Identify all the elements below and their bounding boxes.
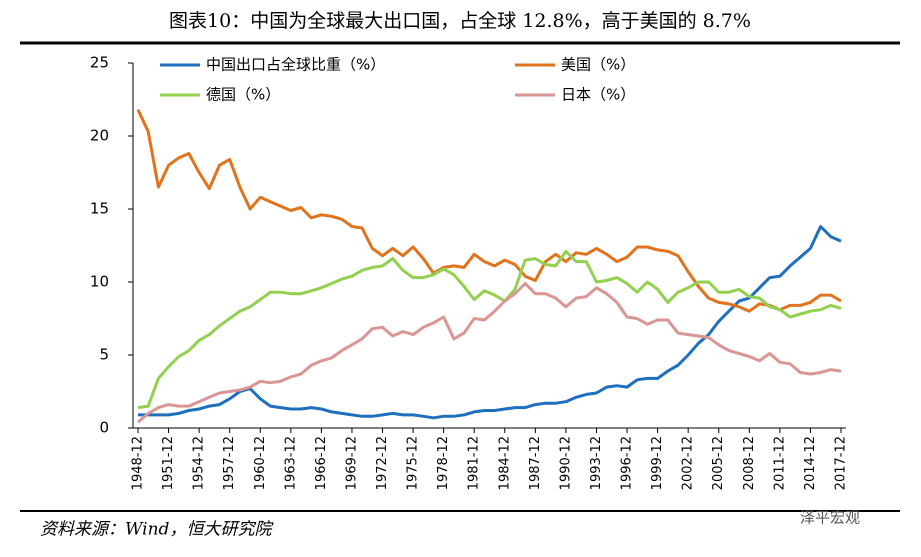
x-tick-label: 1951-12 — [161, 436, 176, 490]
x-tick-label: 1984-12 — [497, 436, 512, 490]
x-tick-label: 1975-12 — [406, 436, 421, 490]
legend-label: 日本（%） — [561, 86, 635, 104]
x-tick-label: 1993-12 — [589, 436, 604, 490]
x-tick-label: 1948-12 — [131, 436, 146, 490]
x-tick-label: 1978-12 — [436, 436, 451, 490]
x-tick-label: 1963-12 — [283, 436, 298, 490]
y-tick-label: 0 — [99, 419, 109, 437]
source: 资料来源：Wind，恒大研究院 — [40, 520, 274, 540]
y-tick-label: 10 — [90, 273, 109, 291]
y-tick-label: 25 — [90, 54, 109, 72]
chart-title: 图表10：中国为全球最大出口国，占全球 12.8%，高于美国的 8.7% — [169, 10, 751, 32]
x-tick-label: 1990-12 — [558, 436, 573, 490]
x-tick-label: 2005-12 — [711, 436, 726, 490]
x-tick-label: 2017-12 — [834, 436, 849, 490]
legend-label: 德国（%） — [206, 86, 280, 104]
x-tick-label: 1999-12 — [650, 436, 665, 490]
series-line — [138, 225, 842, 420]
x-tick-label: 2002-12 — [681, 436, 696, 490]
x-tick-label: 2011-12 — [772, 436, 787, 490]
series-line — [137, 282, 842, 424]
x-tick-label: 1954-12 — [192, 436, 207, 490]
x-tick-label: 1987-12 — [528, 436, 543, 490]
legend-label: 中国出口占全球比重（%） — [206, 56, 385, 74]
x-tick-label: 2008-12 — [742, 436, 757, 490]
x-tick-label: 1996-12 — [620, 436, 635, 490]
series-line — [136, 109, 842, 313]
x-tick-label: 1972-12 — [375, 436, 390, 490]
y-tick-label: 15 — [90, 200, 109, 218]
y-tick-label: 5 — [99, 346, 109, 364]
y-tick-label: 20 — [90, 127, 109, 145]
legend-label: 美国（%） — [561, 56, 635, 74]
series-line — [137, 249, 842, 410]
x-tick-label: 1981-12 — [467, 436, 482, 490]
watermark: 泽平宏观 — [800, 509, 860, 527]
x-tick-label: 2014-12 — [803, 436, 818, 490]
x-tick-label: 1966-12 — [314, 436, 329, 490]
x-tick-label: 1969-12 — [344, 436, 359, 490]
x-tick-label: 1957-12 — [222, 436, 237, 490]
x-tick-label: 1960-12 — [253, 436, 268, 490]
